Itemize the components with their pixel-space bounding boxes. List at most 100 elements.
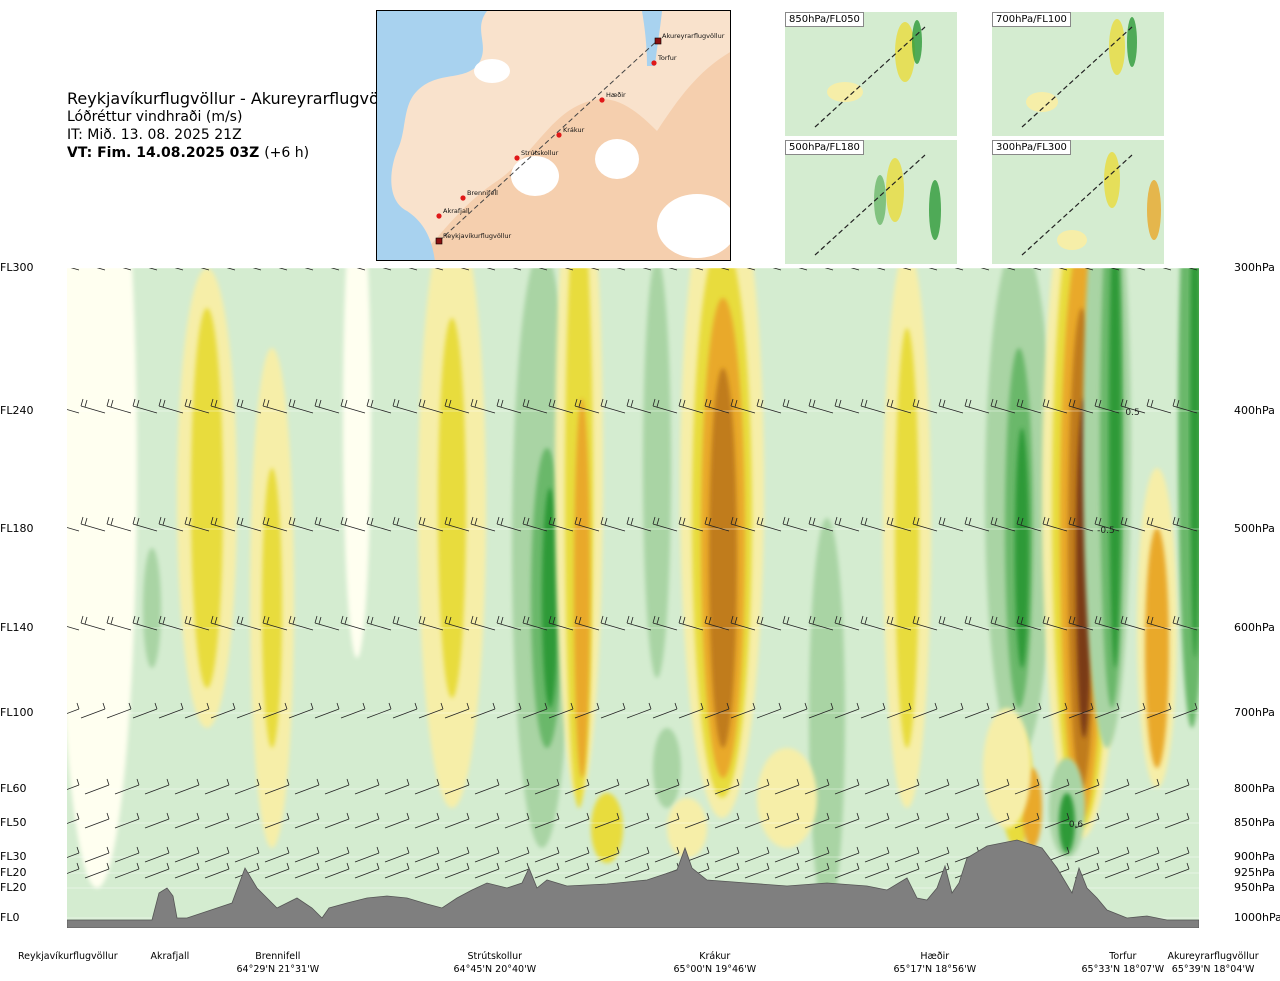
wind-barb [938, 398, 964, 414]
wind-barb [1134, 778, 1160, 795]
wind-barb [314, 702, 340, 719]
wind-barb [144, 862, 170, 879]
wind-barb [1074, 778, 1100, 795]
wind-barb [184, 398, 210, 414]
mini-map-700-label: 700hPa/FL100 [992, 12, 1071, 27]
wind-barb [366, 702, 392, 719]
wind-barb [418, 615, 444, 631]
waypoint-label: Akureyrarflugvöllur [662, 32, 725, 40]
wind-barb [834, 702, 860, 719]
wind-barb [512, 268, 522, 271]
station-coordinate: 65°33'N 18°07'W [1081, 964, 1165, 975]
wind-barb [174, 778, 200, 795]
flight-level-label: FL50 [0, 816, 27, 829]
wind-barb [264, 846, 290, 863]
wind-barb [704, 615, 730, 631]
map-sea-west [377, 11, 487, 260]
station-coordinate: 64°29'N 21°31'W [236, 964, 320, 975]
wind-barb [894, 812, 920, 829]
lead-time: (+6 h) [264, 145, 310, 161]
wind-barb [860, 398, 886, 414]
wind-barb [534, 862, 560, 879]
wind-barb [288, 398, 314, 414]
wind-barb [366, 615, 392, 631]
wind-barb [1162, 268, 1172, 271]
wind-barb [548, 702, 574, 719]
wind-barb [928, 268, 938, 271]
wind-barb [912, 398, 938, 414]
wind-barb [744, 812, 770, 829]
wind-barb [174, 846, 200, 863]
wind-barb [1068, 702, 1094, 719]
wind-barb [158, 398, 184, 414]
waypoint-marker [651, 60, 657, 66]
glacier-2 [595, 139, 639, 179]
wind-barb [1074, 812, 1100, 829]
wind-barb [534, 778, 560, 795]
wind-barb [678, 516, 704, 532]
waypoint-label: Krákur [563, 126, 585, 134]
wind-barb [474, 862, 500, 879]
wind-barb [114, 812, 140, 829]
wind-barb [80, 702, 106, 719]
wind-barb [860, 702, 886, 719]
wind-barb [80, 398, 106, 414]
wind-barb [756, 702, 782, 719]
wind-barb [174, 268, 184, 271]
wind-barb [774, 778, 800, 795]
station-name: Brennifell [255, 951, 301, 962]
wind-barb [444, 778, 470, 795]
wind-barb [730, 398, 756, 414]
wind-barb [1120, 702, 1146, 719]
wind-barb [574, 615, 600, 631]
velocity-contour [809, 518, 845, 918]
wind-barb [144, 778, 170, 795]
wind-barb [106, 702, 132, 719]
wind-barb [894, 778, 920, 795]
wind-barb [798, 268, 808, 271]
pressure-level-label: 400hPa [1234, 404, 1275, 417]
wind-barb [262, 398, 288, 414]
wind-barb [1146, 615, 1172, 631]
wind-barb [67, 846, 80, 858]
wind-barb [496, 702, 522, 719]
waypoint-marker [436, 213, 442, 219]
velocity-contour [653, 728, 681, 808]
wind-barb [354, 846, 380, 863]
wind-barb [132, 702, 158, 719]
wind-barb [158, 615, 184, 631]
wind-barb [236, 398, 262, 414]
station-label: Akureyrarflugvöllur 65°39'N 18°04'W [1168, 951, 1259, 975]
wind-barb [460, 268, 470, 271]
wind-barb [522, 398, 548, 414]
station-label: Strútskollur 64°45'N 20°40'W [454, 951, 537, 975]
wind-barb [886, 516, 912, 532]
wind-barb [594, 812, 620, 829]
wind-barb [902, 268, 912, 271]
wind-barb [730, 615, 756, 631]
velocity-contour [67, 268, 137, 888]
wind-barb [444, 812, 470, 829]
wind-barb [226, 268, 236, 271]
wind-barb [504, 846, 530, 863]
wind-barb [1164, 846, 1190, 863]
terrain-profile [67, 839, 1199, 928]
wind-barb [1006, 268, 1016, 271]
velocity-contour [1190, 268, 1199, 658]
wind-barb [304, 268, 314, 271]
wind-barb [564, 778, 590, 795]
wind-barb [340, 398, 366, 414]
wind-barb [564, 268, 574, 271]
station-name: Reykjavíkurflugvöllur [18, 951, 118, 962]
wind-barb [886, 615, 912, 631]
station-coordinate: 65°00'N 19°46'W [673, 964, 757, 975]
wind-barb [84, 862, 110, 879]
flight-level-label: FL100 [0, 706, 34, 719]
wind-barb [132, 516, 158, 532]
wind-barb [1042, 702, 1068, 719]
wind-barb [294, 846, 320, 863]
wind-barb [314, 398, 340, 414]
pressure-level-label: 600hPa [1234, 621, 1275, 634]
wind-barb [486, 268, 496, 271]
velocity-contour [438, 318, 466, 698]
